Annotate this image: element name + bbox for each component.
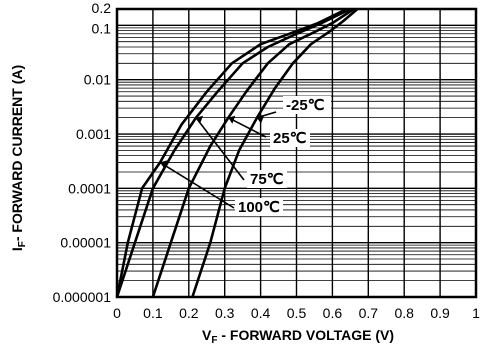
annotation-label: -25℃ [286, 97, 325, 114]
x-tick-label: 0.1 [143, 305, 163, 321]
x-tick-label: 0.5 [287, 305, 307, 321]
annotation-backdrop [235, 198, 283, 216]
y-tick-label: 0.2 [92, 0, 112, 16]
x-tick-label: 0.8 [394, 305, 414, 321]
x-tick-label: 0 [113, 305, 121, 321]
annotation-arrowhead [160, 160, 168, 169]
annotation-label: 100℃ [238, 199, 280, 216]
y-tick-label: 0.000001 [53, 289, 112, 305]
series-curve [151, 7, 355, 298]
annotation-arrowhead [196, 115, 203, 124]
series-curve [115, 7, 348, 298]
annotation-backdrop [247, 170, 287, 188]
series-curve [115, 7, 351, 298]
y-tick-labels: 0.000001 0.00001 0.0001 0.001 0.01 0.1 0.2 [53, 0, 112, 305]
annotation-backdrop [270, 129, 310, 147]
x-tick-label: 0.2 [179, 305, 199, 321]
y-tick-label: 0.00001 [60, 235, 111, 251]
annotation-leader [256, 111, 277, 119]
x-tick-label: 0.6 [323, 305, 343, 321]
annotations: -25℃ 25℃ 75℃ 100℃ [159, 96, 331, 216]
annotation-arrowhead [257, 115, 264, 124]
x-tick-label: 0.7 [359, 305, 379, 321]
x-tick-label: 0.9 [430, 305, 450, 321]
y-tick-label: 0.01 [84, 72, 111, 88]
annotation-leader [159, 161, 235, 209]
plot-frame [115, 7, 478, 299]
annotation-leader [195, 117, 245, 181]
x-tick-label: 1 [472, 305, 480, 321]
annotation-backdrop [283, 96, 331, 114]
x-tick-label: 0.4 [251, 305, 271, 321]
y-tick-label: 0.0001 [68, 180, 111, 196]
x-tick-labels: 0 0.1 0.2 0.3 0.4 0.5 0.6 0.7 0.8 0.9 1 [113, 305, 480, 321]
y-tick-label: 0.001 [76, 126, 111, 142]
x-tick-label: 0.3 [215, 305, 235, 321]
x-axis-title: VF - FORWARD VOLTAGE (V) [202, 327, 394, 346]
annotation-label: 75℃ [250, 171, 284, 188]
curves [115, 7, 359, 298]
grid [117, 9, 476, 297]
y-tick-label: 0.1 [92, 20, 112, 36]
annotation-arrowhead [228, 115, 236, 124]
y-axis-title: IF- FORWARD CURRENT (A) [9, 65, 28, 251]
annotation-leader [227, 116, 267, 138]
annotation-label: 25℃ [273, 130, 307, 147]
series-curve [191, 8, 359, 298]
